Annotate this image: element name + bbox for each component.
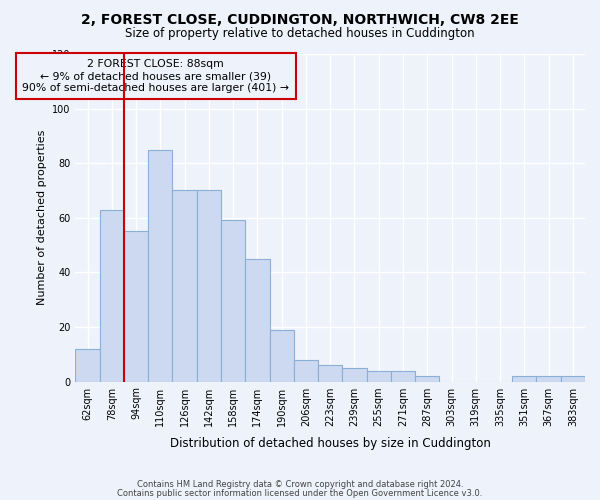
Bar	[415, 376, 439, 382]
Y-axis label: Number of detached properties: Number of detached properties	[37, 130, 47, 306]
Bar	[536, 376, 561, 382]
Bar	[391, 370, 415, 382]
Text: 2, FOREST CLOSE, CUDDINGTON, NORTHWICH, CW8 2EE: 2, FOREST CLOSE, CUDDINGTON, NORTHWICH, …	[81, 12, 519, 26]
Bar	[269, 330, 294, 382]
Bar	[172, 190, 197, 382]
Bar	[100, 210, 124, 382]
Text: Size of property relative to detached houses in Cuddington: Size of property relative to detached ho…	[125, 28, 475, 40]
Bar	[512, 376, 536, 382]
Bar	[367, 370, 391, 382]
Bar	[124, 232, 148, 382]
Bar	[197, 190, 221, 382]
Bar	[221, 220, 245, 382]
Text: Contains HM Land Registry data © Crown copyright and database right 2024.: Contains HM Land Registry data © Crown c…	[137, 480, 463, 489]
Text: 2 FOREST CLOSE: 88sqm
← 9% of detached houses are smaller (39)
90% of semi-detac: 2 FOREST CLOSE: 88sqm ← 9% of detached h…	[22, 60, 289, 92]
Bar	[245, 258, 269, 382]
Bar	[561, 376, 585, 382]
Bar	[343, 368, 367, 382]
X-axis label: Distribution of detached houses by size in Cuddington: Distribution of detached houses by size …	[170, 437, 491, 450]
Text: Contains public sector information licensed under the Open Government Licence v3: Contains public sector information licen…	[118, 488, 482, 498]
Bar	[294, 360, 318, 382]
Bar	[318, 365, 343, 382]
Bar	[148, 150, 172, 382]
Bar	[76, 349, 100, 382]
